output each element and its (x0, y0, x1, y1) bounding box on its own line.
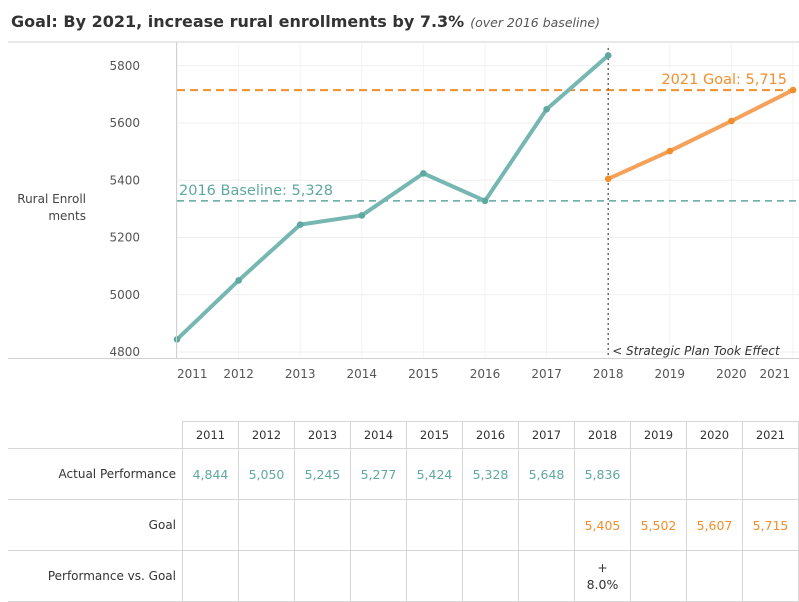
goal-line (606, 88, 795, 181)
table-cell: 5,648 (518, 448, 575, 500)
table-corner-cell (8, 421, 183, 449)
x-tick-label: 2021 (759, 367, 790, 381)
table-year-header: 2011 (182, 421, 239, 449)
y-tick-label: 5400 (109, 173, 140, 187)
actual-data-point (358, 212, 366, 219)
table-year-header: 2021 (742, 421, 799, 449)
y-tick-label: 5800 (109, 59, 140, 73)
table-cell: 5,050 (238, 448, 295, 500)
table-cell (350, 550, 407, 602)
y-axis-label: Rural Enroll ments (17, 192, 86, 223)
table-year-header: 2020 (686, 421, 743, 449)
goal-label: 2021 Goal: 5,715 (661, 72, 787, 88)
table-cell: 5,424 (406, 448, 463, 500)
table-row: Performance vs. Goal + 8.0% (8, 550, 799, 602)
table-cell (518, 550, 575, 602)
actual-data-point (543, 105, 550, 113)
x-tick-label: 2016 (470, 367, 501, 381)
table-cell (406, 550, 463, 602)
table-cell (294, 550, 351, 602)
table-cell (630, 550, 687, 602)
title-subtitle: (over 2016 baseline) (470, 15, 600, 30)
table-row: Goal 5,405 5,502 5,607 5,715 (8, 499, 799, 551)
table-cell (742, 550, 799, 602)
actual-performance-line (175, 53, 611, 342)
table-cell: 5,328 (462, 448, 519, 500)
table-cell: 5,836 (574, 448, 631, 500)
table-cell: 4,844 (182, 448, 239, 500)
table-cell (238, 499, 295, 551)
table-header-row: 2011 2012 2013 2014 2015 2016 2017 2018 2019 2020… (8, 421, 799, 449)
table-cell (182, 499, 239, 551)
table-year-header: 2019 (630, 421, 687, 449)
x-tick-label: 2014 (347, 367, 378, 381)
actual-data-point (235, 277, 242, 284)
actual-data-point (296, 221, 304, 228)
baseline-label: 2016 Baseline: 5,328 (179, 183, 333, 199)
table-cell: + 8.0% (574, 550, 631, 602)
x-tick-label: 2018 (593, 367, 624, 381)
goal-data-point (666, 147, 674, 155)
table-cell (238, 550, 295, 602)
table-cell (630, 448, 687, 500)
goal-data-point (728, 117, 735, 125)
table-cell: 5,245 (294, 448, 351, 500)
x-tick-label: 2012 (223, 367, 254, 381)
table-row: Actual Performance 4,844 5,050 5,245 5,277 5,… (8, 448, 799, 500)
y-tick-label: 5200 (109, 231, 140, 245)
table-cell: 5,502 (630, 499, 687, 551)
table-row-label: Performance vs. Goal (8, 550, 183, 602)
table-cell (182, 550, 239, 602)
strategic-plan-marker-label: < Strategic Plan Took Effect (612, 344, 781, 358)
title-text: Goal: By 2021, increase rural enrollment… (11, 12, 465, 31)
x-tick-label: 2017 (531, 367, 562, 381)
actual-data-point (481, 197, 489, 205)
table-cell (686, 550, 743, 602)
y-tick-label: 5000 (109, 288, 140, 302)
y-tick-labels: 4800 5000 5200 5400 5600 5800 (109, 59, 140, 359)
table-year-header: 2017 (518, 421, 575, 449)
table-year-header: 2016 (462, 421, 519, 449)
y-tick-label: 5600 (109, 116, 140, 130)
performance-table: 2011 2012 2013 2014 2015 2016 2017 2018 2019 2020… (8, 421, 799, 602)
series-lines (173, 52, 797, 343)
table-cell: 5,277 (350, 448, 407, 500)
y-tick-label: 4800 (109, 345, 140, 359)
goal-data-point (604, 175, 612, 183)
table-cell (294, 499, 351, 551)
table-row-label: Goal (8, 499, 183, 551)
x-tick-labels: 2011 2012 2013 2014 2015 2016 2017 2018 2019 2020… (177, 367, 790, 381)
x-tick-label: 2013 (285, 367, 316, 381)
table-cell (518, 499, 575, 551)
table-year-header: 2012 (238, 421, 295, 449)
table-year-header: 2013 (294, 421, 351, 449)
table-cell (742, 448, 799, 500)
table-year-header: 2015 (406, 421, 463, 449)
x-tick-label: 2020 (716, 367, 747, 381)
table-row-label: Actual Performance (8, 448, 183, 500)
table-year-header: 2018 (574, 421, 631, 449)
x-tick-label: 2019 (655, 367, 686, 381)
reference-lines: 2016 Baseline: 5,328 2021 Goal: 5,715 < St… (177, 48, 799, 358)
actual-data-point (604, 52, 612, 59)
table-cell (462, 499, 519, 551)
table-cell (350, 499, 407, 551)
table-cell: 5,607 (686, 499, 743, 551)
chart-title: Goal: By 2021, increase rural enrollment… (11, 12, 600, 31)
table-cell (406, 499, 463, 551)
table-cell: 5,715 (742, 499, 799, 551)
table-cell: 5,405 (574, 499, 631, 551)
goal-data-point (789, 86, 797, 94)
actual-data-point (420, 170, 427, 177)
table-cell (462, 550, 519, 602)
table-year-header: 2014 (350, 421, 407, 449)
x-tick-label: 2015 (408, 367, 439, 381)
table-cell (686, 448, 743, 500)
x-tick-label: 2011 (177, 367, 208, 381)
